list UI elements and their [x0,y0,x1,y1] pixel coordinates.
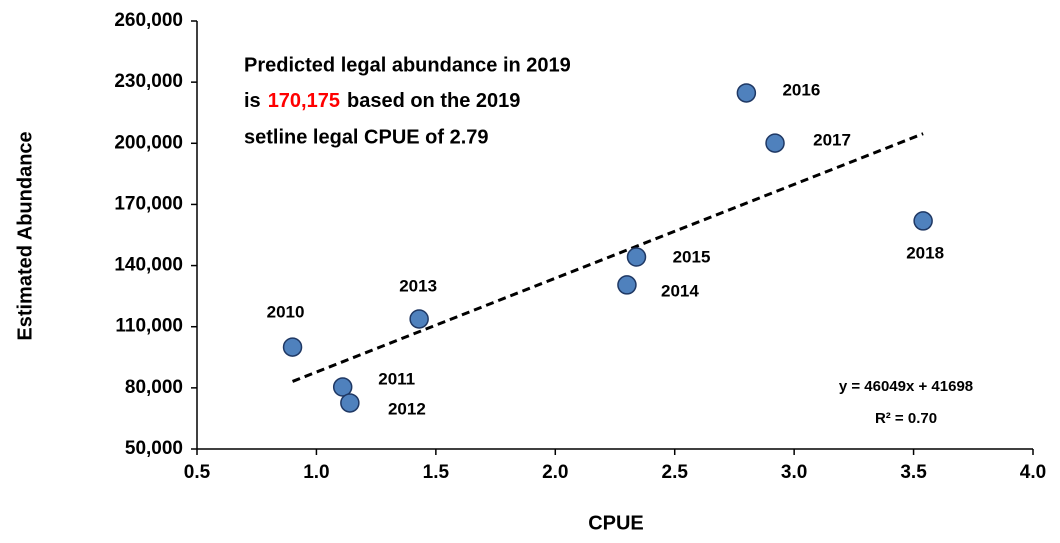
point [626,247,647,267]
annotation-text: is [244,90,261,112]
trend-r2: R² = 0.70 [875,410,937,427]
annotation-line: setline legal CPUE of 2.79 [244,126,489,148]
point-label: 2018 [906,243,944,262]
x-tick-label: 1.0 [303,462,329,483]
point-label: 2017 [813,131,851,150]
y-tick-label: 140,000 [114,255,183,276]
point-label: 2013 [399,276,437,295]
y-tick-label: 80,000 [125,377,183,398]
trend-equation: y = 46049x + 41698 [839,378,973,395]
x-axis-title: CPUE [588,512,644,534]
annotation-line: Predicted legal abundance in 2019 [244,54,571,76]
y-tick-label: 50,000 [125,438,183,459]
x-tick-label: 1.5 [423,462,450,483]
y-tick-label: 260,000 [114,10,183,31]
point [340,393,360,413]
point [913,211,933,231]
y-tick-label: 230,000 [114,71,183,92]
annotation-line: is 170,175 based on the 2019 [244,90,520,112]
point-label: 2012 [388,399,426,418]
point-label: 2014 [661,281,699,300]
trendline [291,132,924,383]
y-tick-label: 110,000 [115,316,183,337]
point-label: 2015 [673,247,711,266]
point-label: 2016 [782,80,820,99]
point [282,337,303,357]
annotation-highlight: 170,175 [268,90,340,112]
y-tick-label: 170,000 [114,193,183,214]
point [617,275,637,295]
point-label: 2010 [267,303,305,322]
x-tick-label: 2.0 [542,462,568,483]
x-tick-label: 3.5 [900,462,927,483]
y-tick-label: 200,000 [114,132,183,153]
x-tick-label: 2.5 [662,462,689,483]
x-tick-label: 0.5 [184,462,211,483]
point-label: 2011 [378,370,415,389]
point [332,377,353,397]
x-tick-label: 4.0 [1020,462,1046,483]
x-tick-label: 3.0 [781,462,807,483]
annotation-text: based on the 2019 [347,90,520,112]
point [736,83,757,103]
point [409,309,429,329]
point [765,133,785,153]
y-axis-title: Estimated Abundance [14,131,36,340]
